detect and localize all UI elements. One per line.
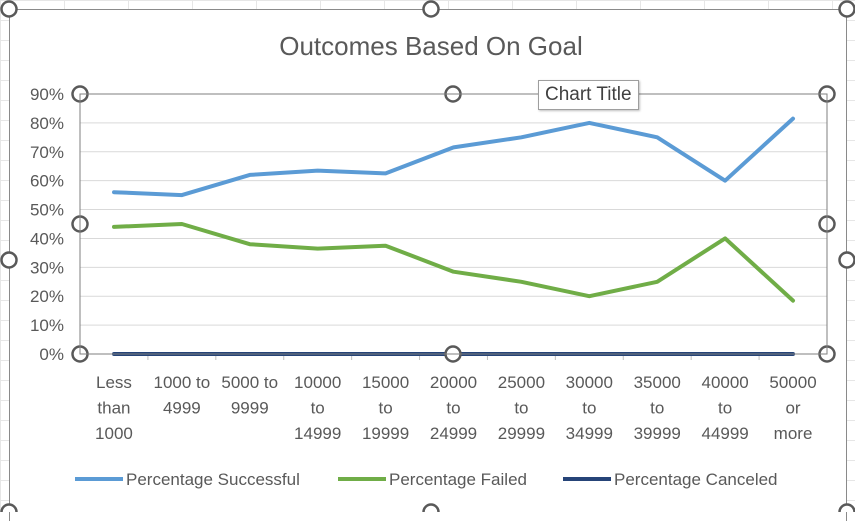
resize-handle: [838, 0, 855, 18]
x-tick-label: 10000 to 14999: [294, 373, 341, 443]
plot-area-outline: [79, 93, 828, 355]
y-tick-label: 40%: [30, 229, 64, 248]
x-tick-label: 15000 to 19999: [362, 373, 409, 443]
x-tick-label: 40000 to 44999: [701, 373, 748, 443]
resize-handle: [838, 503, 855, 512]
y-tick-label: 50%: [30, 201, 64, 220]
y-tick-label: 90%: [30, 85, 64, 104]
y-axis-tick-labels: 0% 10% 20% 30% 40% 50% 60% 70% 80% 90%: [30, 85, 64, 364]
x-tick-label: 35000 to 39999: [634, 373, 681, 443]
x-tick-label: 20000 to 24999: [430, 373, 477, 443]
resize-handle: [422, 0, 440, 18]
chart-title[interactable]: Outcomes Based On Goal: [279, 31, 582, 61]
series-line-percentage-failed: [112, 222, 795, 303]
resize-handle: [0, 503, 18, 512]
y-tick-label: 70%: [30, 143, 64, 162]
y-tick-label: 60%: [30, 172, 64, 191]
resize-handle: [422, 503, 440, 512]
resize-handle: [0, 251, 18, 269]
y-tick-label: 0%: [39, 345, 64, 364]
series-lines: [112, 116, 795, 356]
y-tick-label: 10%: [30, 316, 64, 335]
resize-handle: [838, 251, 855, 269]
x-tick-label: 30000 to 34999: [566, 373, 613, 443]
resize-handle: [0, 0, 18, 18]
y-tick-label: 80%: [30, 114, 64, 133]
y-tick-label: 20%: [30, 287, 64, 306]
x-tick-label: 50000 or more: [769, 373, 816, 443]
legend-item: Percentage Canceled: [614, 470, 778, 489]
x-tick-label: Less than 1000: [95, 373, 133, 443]
x-tick-label: 25000 to 29999: [498, 373, 545, 443]
legend: Percentage Successful Percentage Failed Pe…: [75, 470, 778, 489]
x-tick-label: 1000 to 4999: [153, 373, 210, 418]
legend-item: Percentage Failed: [389, 470, 527, 489]
x-tick-label: 5000 to 9999: [221, 373, 278, 418]
legend-item: Percentage Successful: [126, 470, 300, 489]
series-line-percentage-successful: [112, 116, 795, 198]
chart-title-tooltip: Chart Title: [538, 80, 639, 110]
y-tick-label: 30%: [30, 258, 64, 277]
